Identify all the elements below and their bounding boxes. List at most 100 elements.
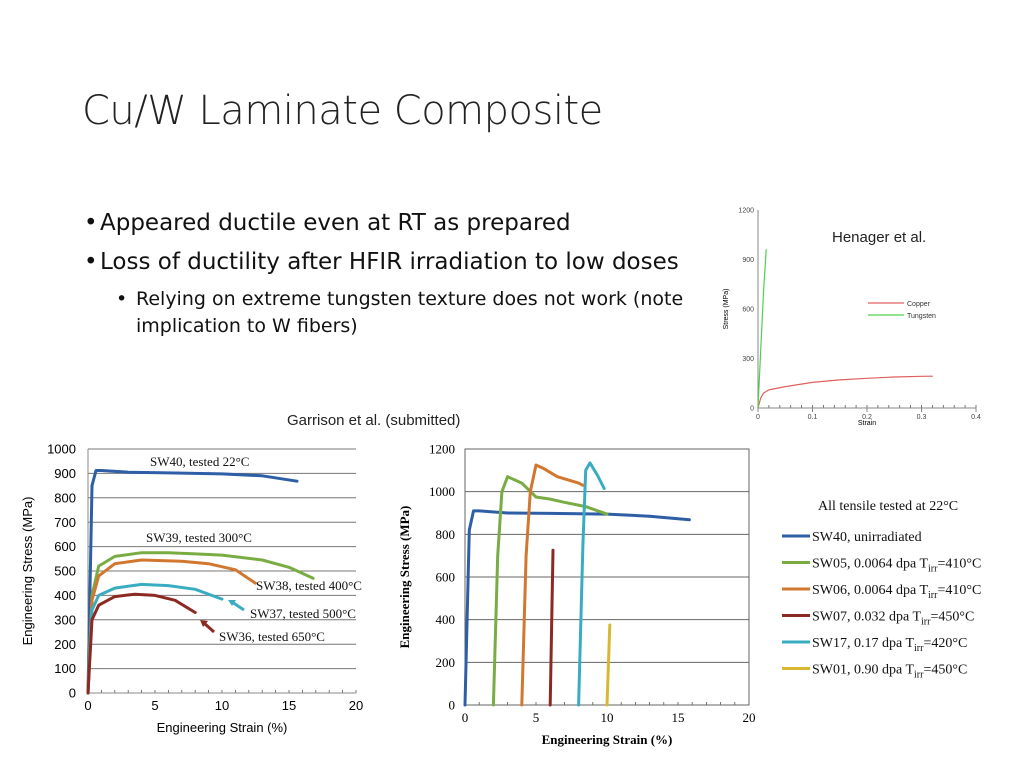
y-tick-label: 900 <box>54 466 76 481</box>
legend-subscript: irr <box>914 643 924 654</box>
y-tick-label: 400 <box>436 612 456 627</box>
sub-bullet-item: • Relying on extreme tungsten texture do… <box>116 286 694 340</box>
legend-label: SW17, 0.17 dpa Tirr=420°C <box>812 636 967 654</box>
x-tick-label: 0 <box>84 698 91 713</box>
legend-text-part: SW01, 0.90 dpa T <box>812 663 914 678</box>
y-tick-label: 1200 <box>429 442 455 457</box>
series-label: SW38, tested 400°C <box>256 578 362 593</box>
y-tick-label: 0 <box>449 698 456 713</box>
y-tick-label: 100 <box>54 661 76 676</box>
x-tick-label: 0.2 <box>862 414 872 421</box>
garrison-caption: Garrison et al. (submitted) <box>287 412 461 429</box>
legend-subscript: irr <box>928 590 938 601</box>
series-line <box>86 469 299 695</box>
legend-label: Tungsten <box>907 313 936 320</box>
y-tick-label: 1000 <box>429 484 455 499</box>
sw37-arrow-icon <box>231 600 245 612</box>
bullet-item: • Loss of ductility after HFIR irradiati… <box>84 247 694 278</box>
legend-text-part: =420°C <box>923 636 967 651</box>
legend-text-part: SW05, 0.0064 dpa T <box>812 557 928 572</box>
bullet-dot-icon: • <box>84 210 98 236</box>
y-tick-label: 800 <box>54 490 76 505</box>
x-tick-label: 15 <box>672 710 685 725</box>
x-tick-label: 20 <box>349 698 363 713</box>
x-tick-label: 0.3 <box>917 414 927 421</box>
sw36-arrowhead-icon <box>200 620 208 627</box>
x-tick-label: 15 <box>282 698 296 713</box>
legend-text-part: SW17, 0.17 dpa T <box>812 636 914 651</box>
legend-subscript: irr <box>914 670 924 681</box>
y-tick-label: 200 <box>436 655 456 670</box>
legend-label: SW01, 0.90 dpa Tirr=450°C <box>812 663 967 681</box>
sub-bullet-text: Relying on extreme tungsten texture does… <box>136 288 684 337</box>
series-label: SW37, tested 500°C <box>250 606 356 621</box>
y-axis-label: Stress (MPa) <box>723 289 730 330</box>
series-line <box>520 463 585 707</box>
x-tick-label: 0.4 <box>971 414 981 421</box>
y-tick-label: 1000 <box>47 442 76 457</box>
legend-subscript: irr <box>928 564 938 575</box>
legend-label: Copper <box>907 301 931 308</box>
series-line <box>757 249 767 409</box>
series-line <box>86 558 257 695</box>
bullet-dot-icon: • <box>116 288 128 310</box>
y-tick-label: 600 <box>54 539 76 554</box>
henager-caption: Henager et al. <box>832 229 927 246</box>
y-tick-label: 0 <box>69 686 76 701</box>
series-line <box>577 461 606 707</box>
legend-label: SW05, 0.0064 dpa Tirr=410°C <box>812 557 981 575</box>
y-tick-label: 600 <box>742 306 754 313</box>
series-line <box>463 509 691 707</box>
series-line <box>605 623 612 707</box>
series-label: SW36, tested 650°C <box>219 629 325 644</box>
series-label: SW40, tested 22°C <box>150 454 249 469</box>
sw37-arrowhead-icon <box>228 600 236 606</box>
legend-text-part: =450°C <box>923 663 967 678</box>
legend-subscript: irr <box>921 617 931 628</box>
series-line <box>86 582 224 695</box>
slide-title: Cu/W Laminate Composite <box>82 88 603 134</box>
y-tick-label: 700 <box>54 515 76 530</box>
series-line <box>548 548 555 707</box>
series-label: SW39, tested 300°C <box>146 530 252 545</box>
legend-label: SW06, 0.0064 dpa Tirr=410°C <box>812 583 981 601</box>
series-line <box>491 475 609 707</box>
legend-text-part: =410°C <box>937 557 981 572</box>
bullet-list: • Appeared ductile even at RT as prepare… <box>84 208 694 340</box>
legend-text-part: =450°C <box>930 610 974 625</box>
x-tick-label: 0.1 <box>808 414 818 421</box>
y-tick-label: 1200 <box>738 207 754 214</box>
bullet-item: • Appeared ductile even at RT as prepare… <box>84 208 694 239</box>
legend-text-part: SW06, 0.0064 dpa T <box>812 583 928 598</box>
y-tick-label: 0 <box>750 405 754 412</box>
y-tick-label: 300 <box>54 612 76 627</box>
y-tick-label: 300 <box>742 356 754 363</box>
series-line <box>86 592 197 695</box>
legend-label: SW40, unirradiated <box>812 530 922 545</box>
series-line <box>757 375 933 409</box>
x-tick-label: 0 <box>462 710 469 725</box>
bullet-dot-icon: • <box>84 249 98 275</box>
sw36-arrow-icon <box>202 621 216 634</box>
y-tick-label: 200 <box>54 637 76 652</box>
x-tick-label: 5 <box>533 710 540 725</box>
y-tick-label: 800 <box>436 527 456 542</box>
legend-text-part: SW07, 0.032 dpa T <box>812 610 921 625</box>
x-axis-label: Strain <box>858 420 876 427</box>
x-axis-label: Engineering Strain (%) <box>157 720 288 735</box>
bullet-text: Loss of ductility after HFIR irradiation… <box>100 249 679 275</box>
series-line <box>86 551 315 695</box>
x-tick-label: 20 <box>743 710 756 725</box>
irradiation-stress-strain-chart: 0 200 400 600 800 1000 1200 0 5 10 15 20 Engineering… <box>397 442 981 747</box>
x-axis-label: Engineering Strain (%) <box>542 732 673 747</box>
y-tick-label: 900 <box>742 257 754 264</box>
bullet-text: Appeared ductile even at RT as prepared <box>100 210 571 236</box>
henager-stress-strain-chart: 0 300 600 900 1200 0 0.1 0.2 0.3 0.4 Strain Stress … <box>723 207 981 427</box>
temperature-stress-strain-chart: 0 100 200 300 400 500 600 700 800 900 1000 0 5 10 15 20… <box>20 442 363 735</box>
legend-text-part: =410°C <box>937 583 981 598</box>
legend-title: All tensile tested at 22°C <box>818 499 958 514</box>
legend-text-part: SW40, unirradiated <box>812 530 922 545</box>
x-tick-label: 10 <box>601 710 614 725</box>
y-tick-label: 600 <box>436 570 456 585</box>
